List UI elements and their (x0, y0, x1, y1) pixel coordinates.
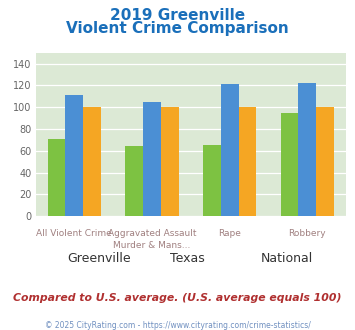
Bar (161, 107, 179, 216)
Bar (316, 107, 334, 216)
Text: © 2025 CityRating.com - https://www.cityrating.com/crime-statistics/: © 2025 CityRating.com - https://www.city… (45, 321, 310, 330)
Text: Compared to U.S. average. (U.S. average equals 100): Compared to U.S. average. (U.S. average … (13, 293, 342, 303)
Bar (203, 145, 221, 216)
Text: All Violent Crime: All Violent Crime (37, 229, 112, 238)
Bar (143, 102, 161, 216)
Bar (125, 147, 143, 216)
Text: Murder & Mans...: Murder & Mans... (113, 241, 191, 250)
Text: Greenville: Greenville (67, 252, 131, 265)
Text: 2019 Greenville: 2019 Greenville (110, 8, 245, 23)
Text: Aggravated Assault: Aggravated Assault (108, 229, 196, 238)
Bar (298, 83, 316, 216)
Text: Violent Crime Comparison: Violent Crime Comparison (66, 21, 289, 36)
Text: Robbery: Robbery (289, 229, 326, 238)
Bar (280, 113, 298, 216)
Text: Rape: Rape (218, 229, 241, 238)
Bar (65, 95, 83, 216)
Bar (221, 84, 239, 216)
Text: Texas: Texas (170, 252, 205, 265)
Bar (83, 107, 101, 216)
Bar (239, 107, 256, 216)
Text: National: National (261, 252, 313, 265)
Bar (48, 139, 65, 216)
